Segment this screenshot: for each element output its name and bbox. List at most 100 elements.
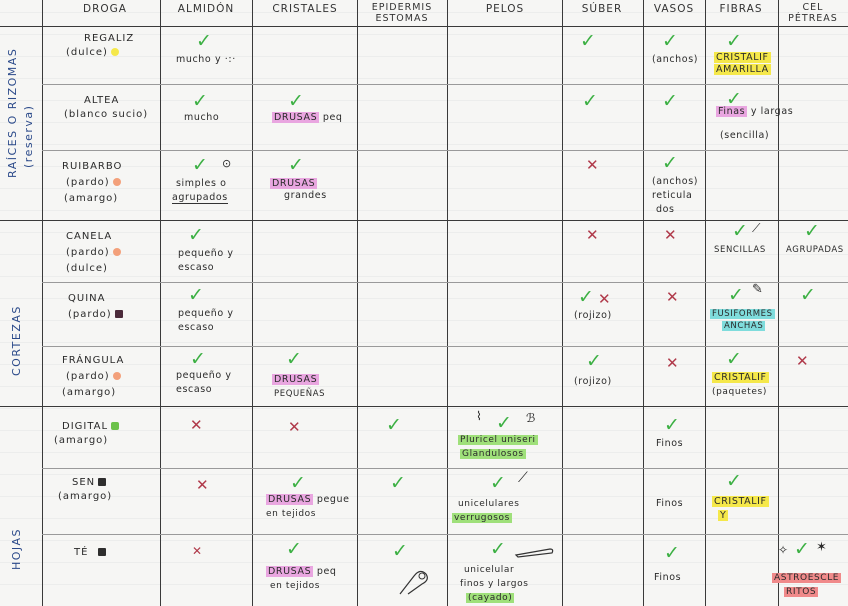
color-swatch — [110, 48, 119, 56]
check-icon: ✓ — [386, 414, 402, 436]
color-swatch — [111, 422, 120, 430]
cell-text: simples o — [176, 178, 227, 189]
col-divider — [252, 0, 253, 606]
check-icon: ✓ — [794, 538, 810, 560]
cross-icon: ✕ — [192, 544, 203, 558]
drug-note: (pardo) — [66, 176, 121, 189]
cell-text: escaso — [178, 262, 215, 273]
drug-name: CANELA — [66, 231, 113, 242]
check-icon: ✓ — [490, 538, 506, 560]
check-icon: ✓ — [800, 284, 816, 306]
cell-text: SENCILLAS — [714, 245, 766, 255]
drug-note: (dulce) — [66, 46, 119, 59]
row-divider — [42, 468, 848, 469]
cell-text: FUSIFORMES — [710, 309, 775, 319]
cell-text: (sencilla) — [720, 130, 770, 141]
drug-name: FRÁNGULA — [62, 355, 125, 366]
col-divider — [160, 0, 161, 606]
cell-text: verrugosos — [452, 513, 512, 523]
color-swatch — [98, 478, 107, 486]
cell-text: Finos — [656, 438, 684, 449]
cross-icon: ✕ — [586, 226, 599, 244]
cell-text: PEQUEÑAS — [274, 389, 326, 399]
drug-note: (amargo) — [58, 491, 113, 502]
cell-text: DRUSAS peq — [272, 112, 343, 123]
cell-text: unicelular — [464, 565, 515, 575]
cross-icon: ✕ — [796, 352, 809, 370]
check-icon: ✓ — [664, 542, 680, 564]
gland-sketch-icon: ℬ — [526, 411, 537, 425]
drug-name: TÉ — [74, 546, 107, 559]
drug-name: DIGITAL — [62, 420, 120, 433]
drug-note: (dulce) — [66, 263, 108, 274]
cell-text: RITOS — [784, 587, 819, 597]
cell-text: (anchos) — [652, 54, 699, 65]
check-icon: ✓ — [726, 30, 742, 52]
check-icon: ✓ — [578, 286, 594, 308]
check-icon: ✓ — [586, 350, 602, 372]
row-divider — [42, 84, 848, 85]
stoma-sketch-icon — [396, 562, 436, 602]
check-icon: ✓ — [196, 30, 212, 52]
drug-note: (pardo) — [66, 370, 121, 383]
hair-sketch-icon: ⟋ — [518, 470, 529, 486]
drug-name: QUINA — [68, 293, 106, 304]
circle-dot-icon: ⊙ — [222, 157, 232, 170]
cross-icon: ✕ — [664, 226, 677, 244]
drug-note: (pardo) — [68, 308, 123, 321]
check-icon: ✓ — [390, 472, 406, 494]
color-swatch — [114, 310, 123, 318]
col-divider — [643, 0, 644, 606]
check-icon: ✓ — [288, 154, 304, 176]
row-divider — [0, 406, 848, 407]
check-icon: ✓ — [190, 348, 206, 370]
cell-text: dos — [656, 204, 675, 215]
header-vasos: VASOS — [653, 3, 695, 15]
header-suber: SÚBER — [581, 3, 623, 15]
col-divider — [778, 0, 779, 606]
drug-name: RUIBARBO — [62, 161, 123, 172]
cell-text: DRUSAS — [270, 178, 318, 189]
header-pelos: PELOS — [485, 3, 525, 15]
check-icon: ✓ — [286, 538, 302, 560]
color-swatch — [112, 178, 121, 186]
cell-text: DRUSAS peq — [266, 566, 337, 577]
row-divider — [42, 282, 848, 283]
check-icon: ✓ — [392, 540, 408, 562]
hair-sketch-icon: ⌇ — [476, 409, 483, 423]
check-icon: ✓ — [192, 154, 208, 176]
drug-note: (pardo) — [66, 246, 121, 259]
fiber-sketch-icon: ⟋ — [752, 221, 762, 235]
header-fibras: FIBRAS — [719, 3, 763, 15]
header-cristales: CRISTALES — [272, 3, 338, 15]
group-hojas: HOJAS — [10, 528, 23, 570]
check-icon: ✓ — [288, 90, 304, 112]
cell-text: finos y largos — [460, 579, 529, 589]
cross-icon: ✕ — [666, 288, 679, 306]
cell-text: mucho — [184, 112, 220, 123]
row-divider — [0, 220, 848, 221]
col-divider — [42, 0, 43, 606]
cell-text: Y — [718, 510, 729, 521]
check-icon: ✓ — [290, 472, 306, 494]
cell-text: escaso — [178, 322, 215, 333]
cell-text: Finos — [654, 572, 682, 583]
cell-text: pequeño y — [178, 308, 234, 319]
cell-text: DRUSAS — [272, 374, 320, 385]
cross-icon: ✕ — [586, 156, 599, 174]
cross-icon: ✕ — [288, 418, 301, 436]
check-icon: ✓ — [662, 90, 678, 112]
cell-text: Glandulosos — [460, 449, 526, 459]
check-icon: ✓ — [188, 224, 204, 246]
col-divider — [705, 0, 706, 606]
cell-text: Finas y largas — [716, 106, 794, 117]
drug-note: (amargo) — [64, 193, 119, 204]
check-icon: ✓ — [726, 88, 742, 110]
row-divider — [42, 534, 848, 535]
check-icon: ✓ — [664, 414, 680, 436]
row-divider — [0, 26, 848, 27]
color-swatch — [98, 548, 107, 556]
check-icon: ✓ — [286, 348, 302, 370]
drug-note: (amargo) — [62, 387, 117, 398]
sclereid-sketch-icon: ✧ — [778, 543, 789, 557]
